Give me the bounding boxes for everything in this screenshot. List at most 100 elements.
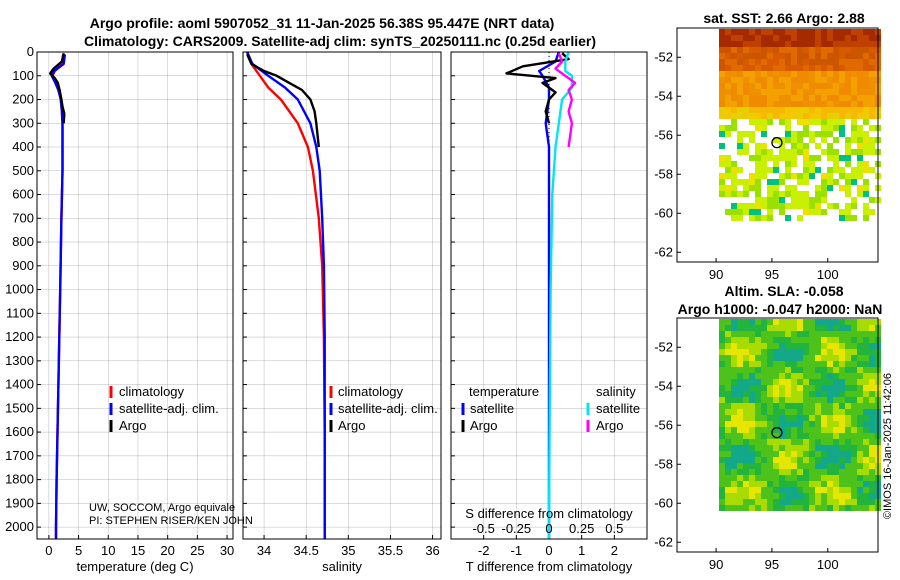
sst-cell — [797, 35, 803, 41]
temperature-panel: 0100200300400500600700800900100011001200… — [5, 44, 253, 574]
sst-cell — [857, 101, 863, 107]
sst-cell — [767, 29, 773, 35]
sst-cell — [863, 185, 869, 191]
y-tick-label: 100 — [12, 68, 34, 83]
sla-cell — [839, 397, 845, 403]
sla-cell — [797, 397, 803, 403]
sst-cell — [857, 191, 863, 197]
sla-cell — [839, 349, 845, 355]
sst-cell — [821, 149, 827, 155]
sla-cell — [863, 505, 869, 511]
sla-cell — [743, 469, 749, 475]
sst-cell — [863, 41, 869, 47]
sla-cell — [797, 439, 803, 445]
sst-cell — [791, 83, 797, 89]
sst-cell — [863, 53, 869, 59]
sla-cell — [797, 391, 803, 397]
sla-cell — [743, 427, 749, 433]
sla-cell — [821, 457, 827, 463]
sla-cell — [743, 397, 749, 403]
sla-cell — [869, 343, 875, 349]
sla-cell — [743, 403, 749, 409]
sst-cell — [761, 29, 767, 35]
sst-cell — [773, 83, 779, 89]
sla-cell — [857, 439, 863, 445]
sst-cell — [749, 113, 755, 119]
sla-cell — [821, 499, 827, 505]
sst-cell — [731, 161, 737, 167]
sst-cell — [827, 41, 833, 47]
sla-cell — [761, 343, 767, 349]
sla-cell — [791, 343, 797, 349]
x-tick-label: 10 — [101, 543, 115, 558]
sla-cell — [755, 451, 761, 457]
sla-cell — [767, 331, 773, 337]
sla-cell — [761, 391, 767, 397]
sla-cell — [725, 391, 731, 397]
sla-cell — [719, 373, 725, 379]
sst-cell — [803, 71, 809, 77]
sst-cell — [809, 89, 815, 95]
sst-cell — [791, 143, 797, 149]
sla-cell — [767, 391, 773, 397]
sla-cell — [773, 463, 779, 469]
sla-cell — [815, 493, 821, 499]
sst-cell — [773, 167, 779, 173]
sst-cell — [833, 155, 839, 161]
sla-cell — [719, 379, 725, 385]
sst-cell — [833, 167, 839, 173]
sla-cell — [863, 469, 869, 475]
sla-cell — [773, 331, 779, 337]
sla-cell — [839, 337, 845, 343]
sla-cell — [737, 415, 743, 421]
sst-cell — [827, 65, 833, 71]
sla-cell — [725, 319, 731, 325]
sst-cell — [737, 89, 743, 95]
sla-cell — [767, 361, 773, 367]
sst-cell — [749, 131, 755, 137]
sla-cell — [869, 331, 875, 337]
sst-cell — [803, 65, 809, 71]
temperature-legend: climatology satellite-adj. clim. Argo — [109, 384, 219, 433]
t-difference-xlabel: T difference from climatology — [466, 559, 633, 574]
sst-cell — [803, 131, 809, 137]
sla-cell — [773, 451, 779, 457]
sla-cell — [749, 421, 755, 427]
sst-cell — [833, 35, 839, 41]
x-tick-label: 15 — [131, 543, 145, 558]
sst-cell — [851, 47, 857, 53]
sla-cell — [821, 355, 827, 361]
sst-cell — [839, 185, 845, 191]
sla-cell — [821, 487, 827, 493]
sst-cell — [767, 77, 773, 83]
sst-cell — [845, 41, 851, 47]
sla-cell — [725, 505, 731, 511]
sla-cell — [845, 499, 851, 505]
sla-map: Altim. SLA: -0.058 Argo h1000: -0.047 h2… — [654, 283, 882, 572]
sst-cell — [863, 95, 869, 101]
sla-cell — [761, 415, 767, 421]
sla-cell — [731, 373, 737, 379]
sst-cell — [761, 89, 767, 95]
sla-cell — [767, 493, 773, 499]
sla-cell — [785, 385, 791, 391]
sla-cell — [791, 493, 797, 499]
sst-cell — [743, 77, 749, 83]
sla-cell — [785, 397, 791, 403]
sla-cell — [779, 499, 785, 505]
sst-cell — [839, 155, 845, 161]
sst-cell — [785, 131, 791, 137]
sla-cell — [815, 469, 821, 475]
sla-cell — [719, 361, 725, 367]
sla-cell — [725, 499, 731, 505]
sst-cell — [785, 215, 791, 221]
sla-cell — [869, 505, 875, 511]
sla-cell — [719, 481, 725, 487]
sla-cell — [791, 361, 797, 367]
sst-cell — [863, 191, 869, 197]
sla-cell — [839, 373, 845, 379]
sla-cell — [851, 403, 857, 409]
sst-cell — [809, 113, 815, 119]
s-diff-tick-label: 0.25 — [569, 521, 594, 536]
sla-cell — [833, 469, 839, 475]
